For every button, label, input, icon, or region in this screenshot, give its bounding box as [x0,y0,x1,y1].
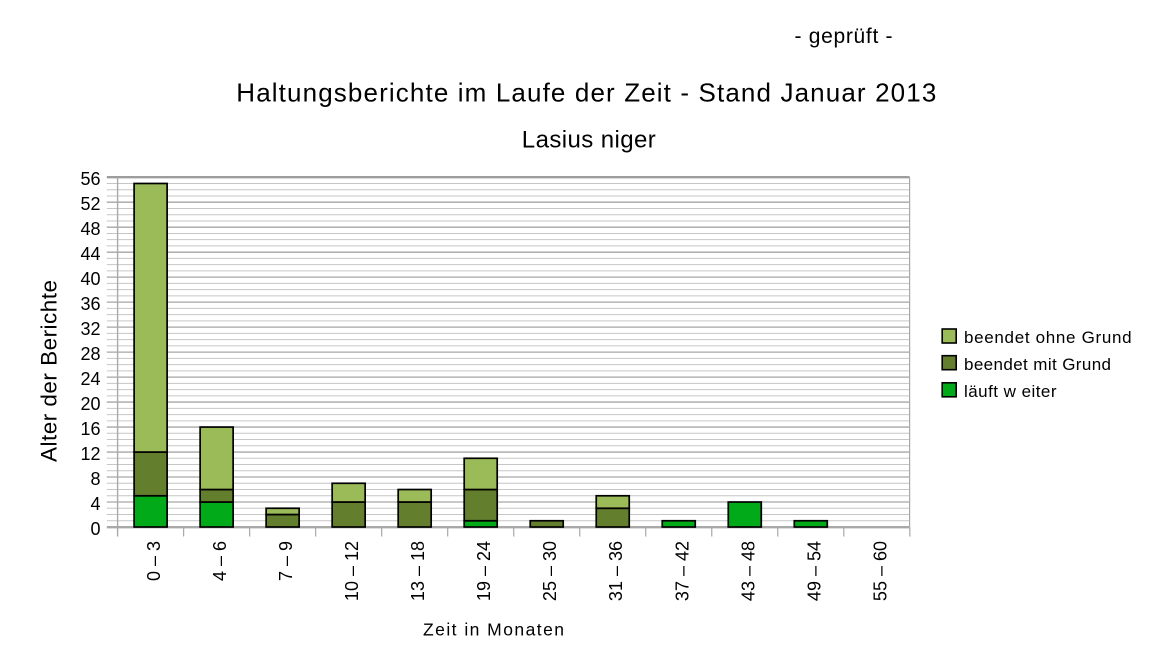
svg-text:12: 12 [80,444,100,464]
svg-text:32: 32 [80,319,100,339]
svg-text:40: 40 [80,269,100,289]
svg-text:37 – 42: 37 – 42 [672,541,692,601]
svg-text:8: 8 [90,469,100,489]
svg-text:Zeit in Monaten: Zeit in Monaten [423,620,564,640]
svg-text:Alter der Berichte: Alter der Berichte [37,280,62,462]
svg-text:55 – 60: 55 – 60 [870,541,890,601]
svg-text:19 – 24: 19 – 24 [474,541,494,601]
svg-text:10 – 12: 10 – 12 [342,541,362,601]
svg-text:52: 52 [80,194,100,214]
svg-text:24: 24 [80,369,100,389]
svg-text:Haltungsberichte im Laufe der: Haltungsberichte im Laufe der Zeit - Sta… [236,78,936,108]
svg-text:49 – 54: 49 – 54 [804,541,824,601]
svg-text:48: 48 [80,219,100,239]
svg-text:beendet mit Grund: beendet mit Grund [964,355,1111,374]
svg-text:läuft w eiter: läuft w eiter [964,382,1057,401]
svg-text:16: 16 [80,419,100,439]
svg-text:56: 56 [80,169,100,189]
svg-text:43 – 48: 43 – 48 [738,541,758,601]
svg-text:36: 36 [80,294,100,314]
svg-text:31 – 36: 31 – 36 [606,541,626,601]
svg-text:Lasius niger: Lasius niger [522,127,656,154]
svg-text:13 – 18: 13 – 18 [408,541,428,601]
svg-text:0: 0 [90,519,100,539]
svg-text:28: 28 [80,344,100,364]
svg-text:4: 4 [90,494,100,514]
svg-text:44: 44 [80,244,100,264]
svg-text:- geprüft -: - geprüft - [795,25,893,48]
svg-text:25 – 30: 25 – 30 [540,541,560,601]
svg-text:7 – 9: 7 – 9 [276,541,296,581]
svg-text:0 – 3: 0 – 3 [144,541,164,581]
svg-text:20: 20 [80,394,100,414]
svg-text:beendet ohne Grund: beendet ohne Grund [964,328,1132,347]
svg-text:4 – 6: 4 – 6 [210,541,230,581]
